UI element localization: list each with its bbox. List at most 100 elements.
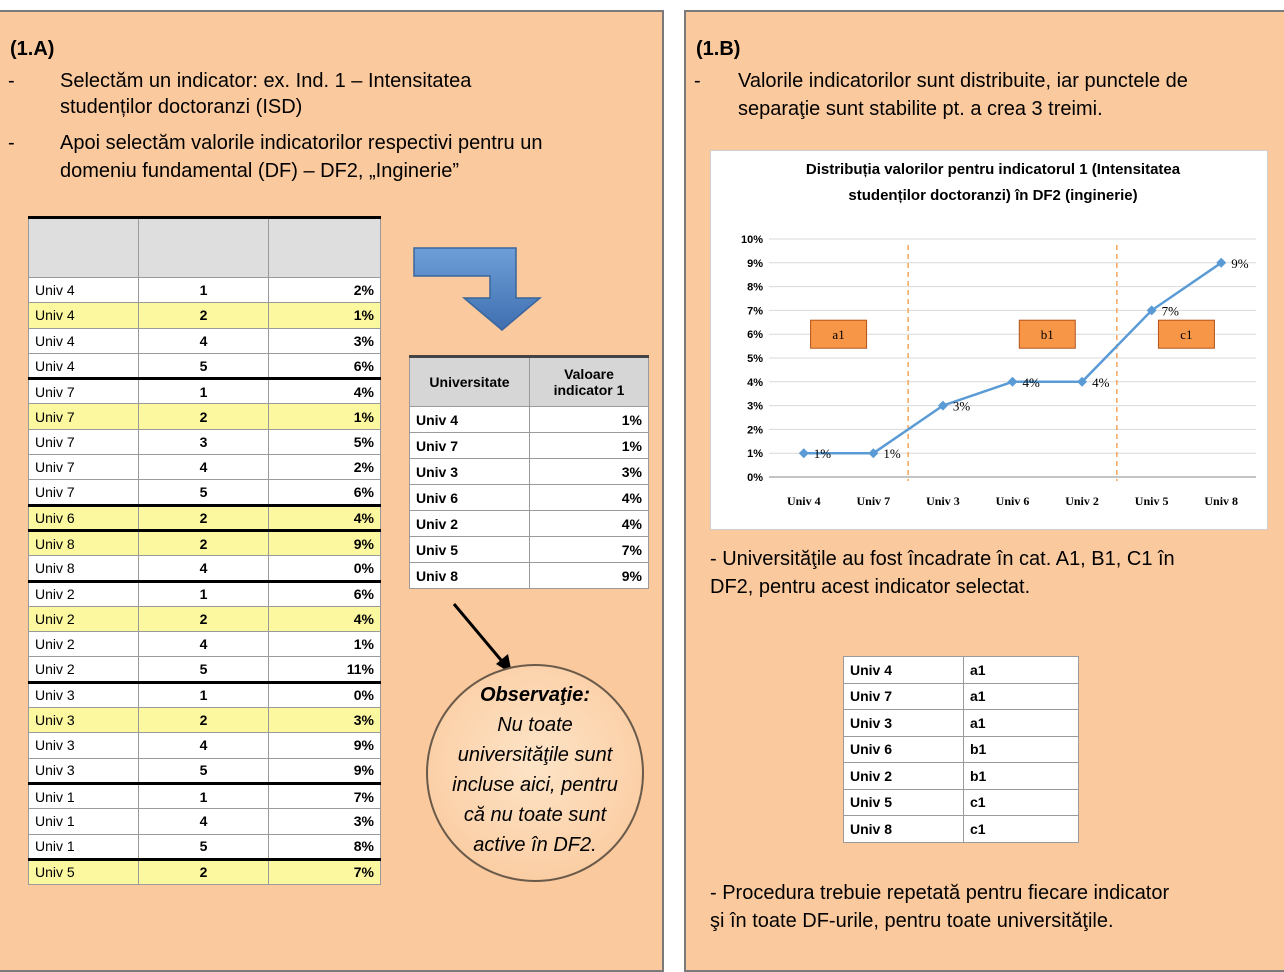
- cell-university: Univ 4: [28, 276, 139, 304]
- panel-1b-title: (1.B): [696, 38, 741, 60]
- cell-value: 9%: [268, 757, 381, 784]
- cell-university: Univ 3: [28, 680, 139, 709]
- table-row: Univ 2 4 1%: [28, 631, 381, 658]
- column-header-line: Valoare: [564, 366, 614, 382]
- cell-value: 3%: [268, 808, 381, 835]
- cell-value: 8%: [268, 833, 381, 860]
- panel-1a-title: (1.A): [10, 38, 55, 60]
- y-tick-label: 1%: [747, 448, 763, 460]
- table-row: Univ 3 a1: [843, 709, 1079, 737]
- cell-university: Univ 8: [843, 815, 964, 843]
- cell-university: Univ 3: [28, 757, 139, 784]
- cell-number: 5: [137, 479, 270, 506]
- x-tick-label: Univ 5: [1135, 494, 1169, 508]
- cell-university: Univ 8: [409, 562, 530, 589]
- cell-value: 9%: [268, 732, 381, 759]
- bullet-dash: -: [8, 132, 15, 154]
- category-box: [810, 319, 868, 349]
- cell-university: Univ 6: [843, 735, 964, 763]
- cell-value: 4%: [529, 484, 649, 511]
- cell-value: 1%: [529, 406, 649, 433]
- cell-number: 2: [137, 302, 270, 329]
- cell-university: Univ 6: [28, 503, 139, 531]
- cell-university: Univ 2: [28, 579, 139, 607]
- observation-line: că nu toate sunt: [463, 804, 607, 826]
- cell-value: 4%: [268, 377, 381, 405]
- chart-title-line-2: studenților doctoranzi) în DF2 (ingineri…: [848, 187, 1137, 204]
- cell-value: 2%: [268, 454, 381, 481]
- table-row: Univ 7 1%: [409, 432, 649, 459]
- y-tick-label: 9%: [747, 258, 763, 270]
- y-tick-label: 2%: [747, 424, 763, 436]
- cell-value: 6%: [268, 479, 381, 506]
- table-header-row: Universitate Valoare indicator 1: [409, 355, 649, 407]
- cell-number: 2: [137, 707, 270, 734]
- cell-university: Univ 1: [28, 833, 139, 860]
- cell-value: 1%: [268, 631, 381, 658]
- cell-university: Univ 2: [28, 605, 139, 633]
- cell-university: Univ 2: [409, 510, 530, 537]
- cell-university: Univ 4: [28, 302, 139, 329]
- data-label: 4%: [1092, 375, 1110, 390]
- chart-title-line-1: Distribuția valorilor pentru indicatorul…: [806, 161, 1181, 178]
- bullet-distribution: - Valorile indicatorilor sunt distribuit…: [694, 68, 1284, 124]
- cell-value: 7%: [268, 781, 381, 810]
- cell-category: c1: [963, 815, 1079, 843]
- table-row: Univ 5 c1: [843, 788, 1079, 816]
- cell-university: Univ 5: [28, 857, 139, 886]
- cell-university: Univ 1: [28, 808, 139, 835]
- data-label: 1%: [814, 446, 832, 461]
- bullet-line: Apoi selectăm valorile indicatorilor res…: [60, 132, 543, 154]
- data-label: 1%: [883, 446, 901, 461]
- x-tick-label: Univ 6: [996, 494, 1030, 508]
- cell-value: 6%: [268, 352, 381, 380]
- cell-university: Univ 3: [28, 707, 139, 734]
- cell-number: 4: [137, 732, 270, 759]
- header-cell: [28, 216, 139, 278]
- data-label: 9%: [1231, 256, 1249, 271]
- cell-university: Univ 4: [28, 327, 139, 354]
- cell-university: Univ 8: [28, 555, 139, 582]
- pointer-line: [452, 603, 508, 667]
- cell-value: 0%: [268, 680, 381, 709]
- x-tick-label: Univ 2: [1065, 494, 1099, 508]
- cell-value: 4%: [529, 510, 649, 537]
- bullet-dash: -: [8, 70, 15, 92]
- cell-number: 5: [137, 656, 270, 683]
- cell-number: 5: [137, 833, 270, 860]
- cell-value: 1%: [268, 403, 381, 430]
- cell-value: 9%: [268, 528, 381, 557]
- bullet-line: studenților doctoranzi (ISD): [60, 96, 303, 118]
- table-row: Univ 7 1 4%: [28, 377, 381, 405]
- observation-line: incluse aici, pentru: [452, 774, 618, 796]
- y-tick-label: 8%: [747, 282, 763, 294]
- cell-category: a1: [963, 709, 1079, 737]
- table-row: Univ 5 7%: [409, 536, 649, 563]
- y-tick-label: 6%: [747, 329, 763, 341]
- cell-number: 2: [137, 403, 270, 430]
- data-point: [868, 448, 879, 459]
- paragraph-line: - Procedura trebuie repetată pentru fiec…: [710, 882, 1170, 904]
- category-table: Univ 4 a1 Univ 7 a1 Univ 3 a1 Univ 6 b1 Univ 2 b1…: [843, 656, 1079, 843]
- cell-value: 4%: [268, 605, 381, 633]
- cell-number: 1: [137, 781, 270, 810]
- cell-value: 9%: [529, 562, 649, 589]
- data-point: [1077, 376, 1088, 387]
- cell-university: Univ 7: [28, 377, 139, 405]
- data-point: [798, 448, 809, 459]
- header-cell: [137, 216, 270, 278]
- cell-university: Univ 5: [409, 536, 530, 563]
- cell-value: 1%: [529, 432, 649, 459]
- cell-value: 4%: [268, 503, 381, 531]
- observation-bubble: Observaţie: Nu toate universităţile sunt…: [426, 664, 644, 882]
- table-row: Univ 7 4 2%: [28, 454, 381, 481]
- cell-value: 11%: [268, 656, 381, 683]
- cell-university: Univ 8: [28, 528, 139, 557]
- cell-category: c1: [963, 788, 1079, 816]
- y-tick-label: 5%: [747, 353, 763, 365]
- cell-university: Univ 4: [409, 406, 530, 433]
- y-tick-label: 10%: [741, 234, 763, 246]
- cell-category: a1: [963, 682, 1079, 710]
- cell-value: 7%: [529, 536, 649, 563]
- table-row: Univ 8 c1: [843, 815, 1079, 843]
